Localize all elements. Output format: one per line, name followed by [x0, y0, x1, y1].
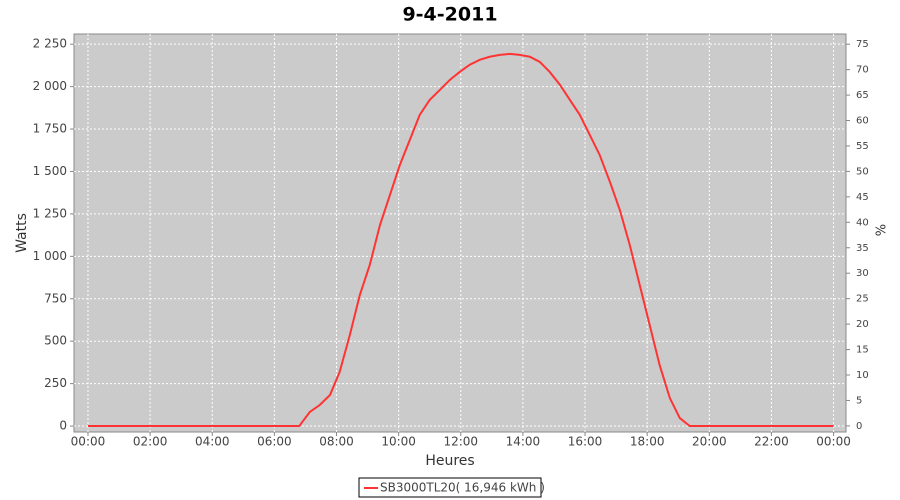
y-tick-label: 500 — [44, 334, 67, 348]
x-tick-label: 14:00 — [506, 435, 541, 449]
y-tick-label: 0 — [59, 419, 67, 433]
y2-tick-label: 55 — [856, 141, 869, 152]
y-tick-label: 1 250 — [33, 206, 67, 220]
y2-tick-label: 25 — [856, 294, 869, 305]
plot-area — [73, 33, 847, 433]
y2-tick-label: 45 — [856, 192, 869, 203]
y2-tick-label: 15 — [856, 345, 869, 356]
y2-tick-label: 35 — [856, 243, 869, 254]
legend-label: SB3000TL20( 16,946 kWh ) — [380, 481, 545, 495]
x-tick-label: 22:00 — [754, 435, 789, 449]
x-tick-label: 20:00 — [692, 435, 727, 449]
x-tick-label: 18:00 — [630, 435, 665, 449]
x-tick-label: 10:00 — [381, 435, 416, 449]
y2-tick-label: 60 — [856, 116, 869, 127]
x-tick-label: 12:00 — [443, 435, 478, 449]
x-axis-label: Heures — [425, 453, 474, 469]
y2-tick-label: 65 — [856, 90, 869, 101]
y2-tick-label: 20 — [856, 319, 869, 330]
y-tick-label: 250 — [44, 376, 67, 390]
y2-tick-label: 30 — [856, 268, 869, 279]
y-tick-label: 2 250 — [33, 37, 67, 51]
x-tick-label: 06:00 — [257, 435, 292, 449]
y-tick-label: 1 750 — [33, 122, 67, 136]
x-tick-label: 00:00 — [71, 435, 106, 449]
y2-tick-label: 75 — [856, 39, 869, 50]
y-tick-label: 1 000 — [33, 249, 67, 263]
x-tick-label: 04:00 — [195, 435, 230, 449]
y2-tick-label: 40 — [856, 217, 869, 228]
y-tick-label: 750 — [44, 291, 67, 305]
x-tick-label: 00:00 — [816, 435, 851, 449]
x-tick-label: 08:00 — [319, 435, 354, 449]
y2-tick-label: 10 — [856, 370, 869, 381]
y-tick-label: 2 000 — [33, 79, 67, 93]
y2-tick-label: 5 — [856, 395, 862, 406]
y2-axis-label: % — [875, 224, 890, 236]
y-axis-label: Watts — [14, 213, 30, 253]
data-line — [87, 52, 834, 428]
y2-tick-label: 0 — [856, 421, 862, 432]
x-tick-label: 16:00 — [568, 435, 603, 449]
y-tick-label: 1 500 — [33, 164, 67, 178]
legend — [358, 477, 542, 498]
chart-title: 9-4-2011 — [402, 4, 497, 26]
y2-tick-label: 50 — [856, 166, 869, 177]
x-tick-label: 02:00 — [133, 435, 168, 449]
y2-tick-label: 70 — [856, 65, 869, 76]
